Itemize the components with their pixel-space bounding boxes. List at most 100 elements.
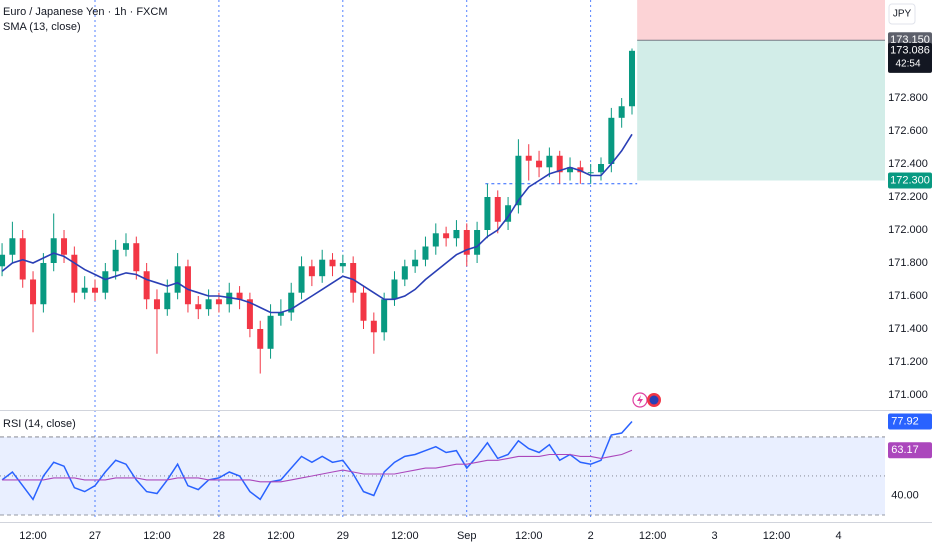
candle-body bbox=[474, 229, 481, 255]
x-tick-label: 29 bbox=[337, 530, 349, 542]
candle-body bbox=[9, 238, 16, 255]
y-tick-label: 171.200 bbox=[888, 356, 928, 368]
x-tick-label: 12:00 bbox=[763, 530, 791, 542]
candle-body bbox=[618, 106, 625, 118]
candle-body bbox=[143, 271, 150, 300]
rsi-value-label: 77.92 bbox=[891, 415, 919, 427]
y-tick-label: 171.800 bbox=[888, 257, 928, 269]
candle-body bbox=[536, 160, 543, 168]
candle-body bbox=[277, 312, 284, 316]
flag bbox=[649, 395, 659, 405]
x-tick-label: 28 bbox=[213, 530, 225, 542]
currency-label[interactable]: JPY bbox=[893, 9, 912, 20]
rsi-value-box bbox=[888, 442, 932, 459]
rsi-tick-label: 40.00 bbox=[891, 489, 919, 501]
rsi-line bbox=[1, 420, 633, 501]
candle-body bbox=[319, 259, 326, 277]
y-tick-label: 171.000 bbox=[888, 389, 928, 401]
x-tick-label: 3 bbox=[712, 530, 718, 542]
day-separators bbox=[94, 0, 592, 518]
x-tick-label: 12:00 bbox=[639, 530, 667, 542]
candle-body bbox=[308, 266, 315, 277]
candle-body bbox=[215, 299, 222, 305]
stop-zone bbox=[637, 0, 885, 41]
x-tick-label: 2 bbox=[588, 530, 594, 542]
y-tick-label: 171.600 bbox=[888, 290, 928, 302]
candle-body bbox=[412, 259, 419, 267]
candle-body bbox=[0, 254, 6, 267]
x-tick-label: 27 bbox=[89, 530, 101, 542]
candle-body bbox=[443, 233, 450, 239]
price-pane bbox=[0, 0, 885, 374]
last-price-box bbox=[888, 42, 932, 73]
candle-body bbox=[71, 254, 78, 293]
candle-body bbox=[122, 243, 129, 250]
x-tick-label: 4 bbox=[835, 530, 841, 542]
candle-body bbox=[515, 155, 522, 206]
candle-body bbox=[267, 315, 274, 349]
candle-body bbox=[153, 299, 160, 310]
currency-box[interactable] bbox=[888, 3, 916, 25]
rsi-title: RSI (14, close) bbox=[3, 418, 76, 430]
y-tick-label: 172.400 bbox=[888, 158, 928, 170]
candle-body bbox=[236, 292, 243, 300]
chart-title: Euro / Japanese Yen · 1h · FXCM bbox=[3, 6, 167, 18]
target-zone bbox=[637, 40, 885, 181]
candle-body bbox=[164, 292, 171, 310]
candle-body bbox=[298, 266, 305, 293]
candle-body bbox=[432, 233, 439, 247]
lightning bbox=[637, 395, 643, 405]
x-tick-label: 12:00 bbox=[143, 530, 171, 542]
candle-body bbox=[567, 167, 574, 173]
candle-body bbox=[61, 238, 68, 255]
target-box bbox=[888, 172, 932, 189]
candle-body bbox=[40, 262, 47, 305]
candle-body bbox=[360, 292, 367, 321]
candle-body bbox=[350, 262, 357, 293]
candle-body bbox=[587, 172, 594, 174]
sma-line bbox=[1, 133, 633, 314]
candle-body bbox=[133, 243, 140, 272]
candle-body bbox=[92, 287, 99, 293]
candle-body bbox=[401, 266, 408, 280]
candle-body bbox=[525, 155, 532, 161]
candle-body bbox=[608, 117, 615, 164]
x-tick-label: 12:00 bbox=[391, 530, 419, 542]
candle-body bbox=[598, 164, 605, 173]
candle-body bbox=[381, 299, 388, 333]
y-tick-label: 172.800 bbox=[888, 92, 928, 104]
candle-body bbox=[453, 229, 460, 239]
y-tick-label: 172.200 bbox=[888, 191, 928, 203]
candle-body bbox=[505, 205, 512, 222]
rsi-ma-line bbox=[2, 449, 633, 483]
candle-body bbox=[195, 304, 202, 310]
candle-body bbox=[628, 50, 635, 107]
candle-body bbox=[174, 266, 181, 293]
candle-body bbox=[112, 249, 119, 272]
rsi-pane bbox=[0, 420, 885, 516]
event-icons[interactable] bbox=[632, 392, 661, 408]
rsi-value-label: 63.17 bbox=[891, 444, 919, 456]
candle-body bbox=[288, 292, 295, 313]
y-tick-label: 172.000 bbox=[888, 224, 928, 236]
indicator-label: SMA (13, close) bbox=[3, 21, 81, 33]
candle-body bbox=[370, 320, 377, 333]
candle-body bbox=[50, 238, 57, 263]
countdown-label: 42:54 bbox=[895, 58, 920, 69]
candle-body bbox=[226, 292, 233, 305]
y-tick-label: 172.600 bbox=[888, 125, 928, 137]
candle-body bbox=[30, 279, 37, 305]
candle-body bbox=[422, 246, 429, 260]
candle-body bbox=[494, 196, 501, 222]
candle-body bbox=[184, 266, 191, 305]
candle-body bbox=[102, 271, 109, 293]
candle-body bbox=[463, 229, 470, 255]
x-tick-label: 12:00 bbox=[19, 530, 47, 542]
candle-body bbox=[339, 262, 346, 267]
axes: 171.000 171.200 171.400 171.600 171.800 172.0… bbox=[19, 32, 932, 542]
candle-body bbox=[81, 287, 88, 293]
y-tick-label: 171.400 bbox=[888, 323, 928, 335]
